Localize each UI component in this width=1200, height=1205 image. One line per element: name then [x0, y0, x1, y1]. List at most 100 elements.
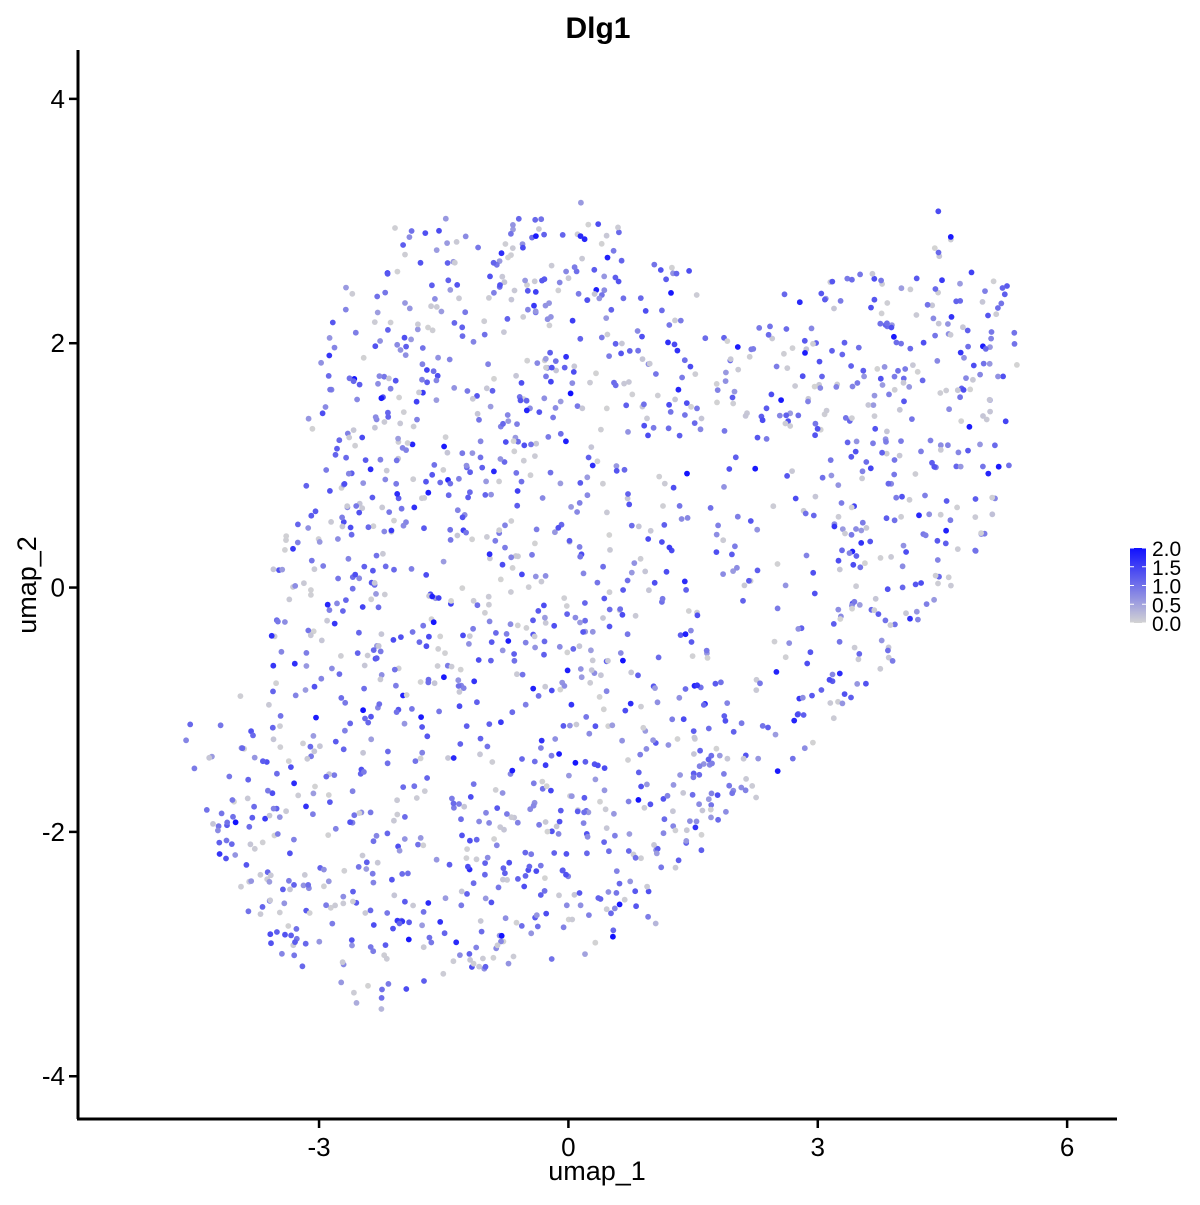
- data-point: [720, 537, 727, 544]
- data-point: [531, 302, 537, 309]
- data-point: [627, 700, 634, 707]
- data-point: [425, 324, 431, 331]
- y-tick-label: -4: [42, 1061, 65, 1091]
- data-point: [566, 772, 572, 779]
- data-point: [523, 397, 530, 404]
- data-point: [442, 650, 448, 656]
- data-point: [440, 558, 447, 565]
- data-point: [402, 300, 408, 306]
- data-point: [350, 898, 356, 905]
- data-point: [982, 346, 989, 352]
- data-point: [561, 364, 568, 371]
- data-point: [522, 639, 529, 646]
- data-point: [992, 442, 998, 449]
- data-point: [922, 492, 928, 499]
- data-point: [957, 463, 964, 470]
- data-point: [783, 412, 790, 419]
- data-point: [433, 377, 440, 384]
- data-point: [810, 739, 816, 746]
- data-point: [319, 410, 326, 417]
- data-point: [660, 830, 667, 837]
- data-point: [586, 912, 592, 918]
- data-point: [922, 532, 929, 539]
- data-point: [993, 311, 1000, 318]
- data-point: [400, 409, 407, 415]
- data-point: [588, 667, 595, 673]
- data-point: [931, 245, 938, 252]
- data-point: [729, 394, 736, 401]
- data-point: [879, 449, 885, 456]
- data-point: [359, 505, 366, 512]
- data-point: [886, 391, 892, 398]
- data-point: [527, 472, 534, 479]
- data-point: [854, 380, 861, 386]
- data-point: [826, 676, 833, 683]
- data-point: [457, 952, 463, 958]
- data-point: [613, 463, 620, 469]
- data-point: [672, 396, 678, 403]
- data-point: [367, 944, 374, 950]
- data-point: [474, 393, 480, 399]
- data-point: [817, 385, 824, 391]
- data-point: [831, 523, 838, 530]
- data-point: [606, 606, 613, 613]
- data-point: [837, 616, 844, 622]
- data-point: [499, 647, 506, 654]
- data-point: [585, 809, 592, 816]
- data-point: [303, 803, 309, 810]
- data-point: [449, 795, 455, 802]
- data-point: [598, 240, 605, 247]
- data-point: [391, 817, 397, 824]
- data-point: [631, 560, 638, 566]
- data-point: [286, 596, 293, 603]
- data-point: [932, 286, 939, 292]
- data-point: [418, 714, 424, 720]
- data-point: [978, 530, 984, 536]
- data-point: [715, 816, 721, 823]
- data-point: [493, 630, 499, 636]
- data-point: [486, 721, 493, 727]
- data-point: [784, 365, 791, 371]
- data-point: [615, 278, 622, 285]
- data-point: [794, 711, 801, 718]
- data-point: [350, 888, 356, 895]
- data-point: [640, 724, 647, 731]
- data-point: [500, 876, 506, 883]
- data-point: [858, 540, 865, 546]
- data-point: [885, 647, 891, 654]
- data-point: [592, 723, 599, 730]
- data-point: [350, 378, 357, 385]
- data-point: [400, 242, 406, 248]
- data-point: [814, 425, 821, 432]
- data-point: [349, 788, 356, 795]
- data-point: [624, 631, 631, 638]
- data-point: [360, 480, 367, 486]
- data-point: [970, 376, 976, 383]
- data-point: [510, 222, 516, 228]
- data-point: [564, 611, 570, 617]
- data-point: [616, 901, 623, 908]
- data-point: [347, 819, 353, 826]
- data-point: [444, 240, 450, 247]
- data-point: [808, 325, 815, 332]
- data-point: [395, 495, 402, 502]
- data-point: [533, 868, 540, 874]
- data-point: [642, 308, 649, 314]
- data-point: [612, 274, 619, 281]
- data-point: [861, 373, 867, 380]
- data-point: [689, 653, 696, 659]
- data-point: [504, 316, 511, 322]
- data-point: [560, 723, 567, 729]
- data-point: [891, 333, 897, 340]
- data-point: [356, 810, 363, 816]
- data-point: [643, 746, 650, 752]
- data-point: [398, 634, 404, 640]
- data-point: [645, 888, 652, 895]
- data-point: [446, 861, 453, 868]
- data-point: [536, 226, 542, 232]
- data-point: [672, 827, 679, 834]
- data-point: [749, 783, 756, 789]
- data-point: [979, 299, 986, 305]
- data-point: [839, 526, 846, 532]
- data-point: [972, 514, 979, 520]
